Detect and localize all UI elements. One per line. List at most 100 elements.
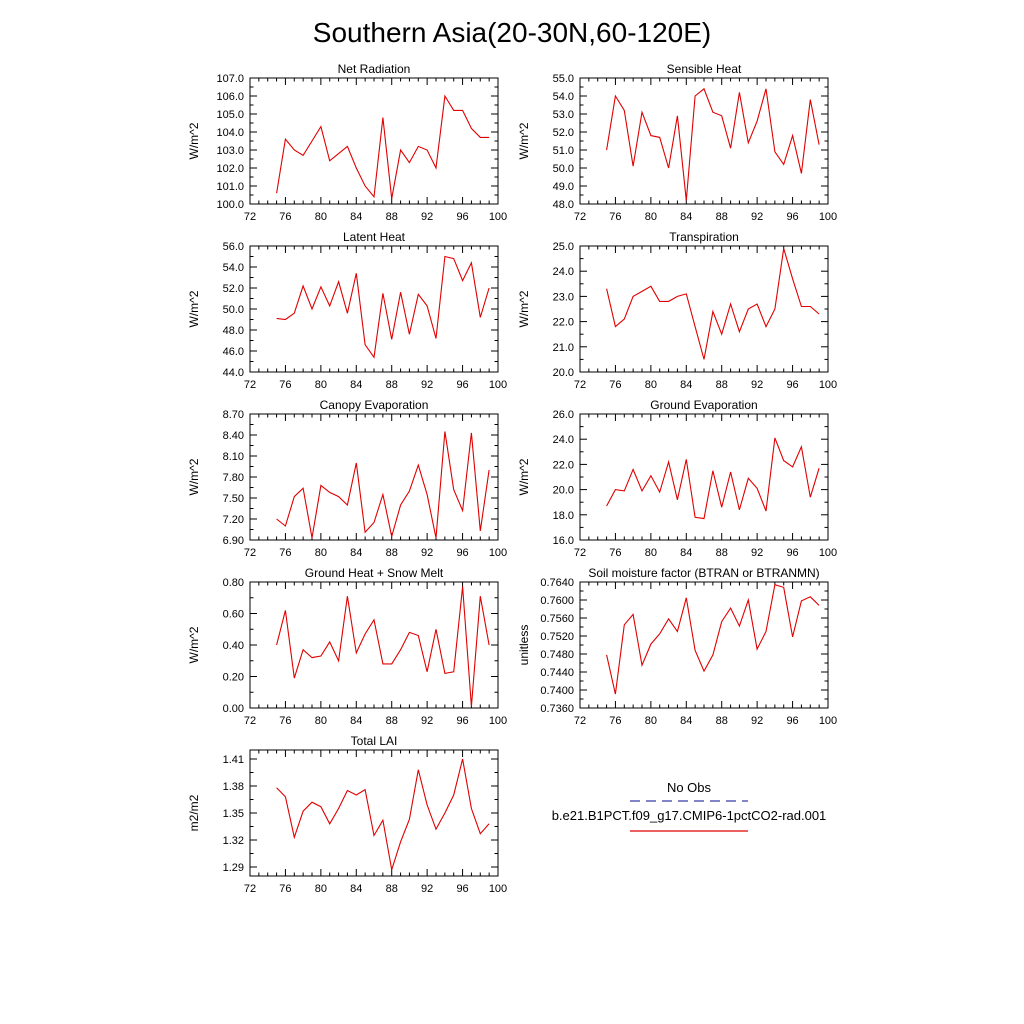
ground-evaporation-ytick-label: 24.0 <box>553 434 574 446</box>
canopy-evaporation-xtick-label: 96 <box>456 547 468 559</box>
canopy-evaporation-xtick-label: 92 <box>421 547 433 559</box>
ground-heat-snow-melt-xtick-label: 72 <box>244 715 256 727</box>
panels: Net Radiation W/m^2 72 76 80 84 88 92 96 100 100.0… <box>187 62 837 895</box>
ground-evaporation-xtick-label: 80 <box>645 547 657 559</box>
ground-heat-snow-melt-xtick-label: 84 <box>350 715 362 727</box>
net-radiation-xtick-label: 100 <box>489 211 507 223</box>
transpiration-xtick-label: 76 <box>609 379 621 391</box>
transpiration-xtick-label: 100 <box>819 379 837 391</box>
net-radiation-ytick-label: 106.0 <box>216 91 244 103</box>
total-lai-xtick-label: 100 <box>489 883 507 895</box>
total-lai-title: Total LAI <box>351 734 398 748</box>
canopy-evaporation-ytick-label: 7.20 <box>223 514 244 526</box>
panel-total-lai: Total LAI m2/m2 72 76 80 84 88 92 96 100 1.29 1.32 1… <box>187 734 507 895</box>
latent-heat-ytick-label: 50.0 <box>223 304 244 316</box>
transpiration-ytick-label: 21.0 <box>553 342 574 354</box>
panel-canopy-evaporation: Canopy Evaporation W/m^2 72 76 80 84 88 92 96 100… <box>187 398 507 559</box>
transpiration-xtick-label: 80 <box>645 379 657 391</box>
canopy-evaporation-xtick-label: 88 <box>386 547 398 559</box>
latent-heat-title: Latent Heat <box>343 230 406 244</box>
sensible-heat-xtick-label: 76 <box>609 211 621 223</box>
transpiration-series-line <box>606 248 820 360</box>
transpiration-ytick-label: 23.0 <box>553 291 574 303</box>
transpiration-ylabel: W/m^2 <box>517 290 531 327</box>
total-lai-xtick-label: 88 <box>386 883 398 895</box>
latent-heat-ytick-label: 46.0 <box>223 346 244 358</box>
net-radiation-xtick-label: 76 <box>279 211 291 223</box>
sensible-heat-title: Sensible Heat <box>667 62 742 76</box>
ground-evaporation-frame <box>579 413 829 541</box>
sensible-heat-ytick-label: 52.0 <box>553 127 574 139</box>
net-radiation-ylabel: W/m^2 <box>187 122 201 159</box>
soil-moisture-factor-btran-or-btranmn-xtick-label: 76 <box>609 715 621 727</box>
ground-heat-snow-melt-ytick-label: 0.80 <box>223 577 244 589</box>
transpiration-xtick-label: 84 <box>680 379 692 391</box>
transpiration-ytick-label: 22.0 <box>553 317 574 329</box>
sensible-heat-xtick-label: 88 <box>716 211 728 223</box>
net-radiation-series-line <box>276 94 490 199</box>
ground-evaporation-ytick-label: 20.0 <box>553 485 574 497</box>
sensible-heat-ytick-label: 48.0 <box>553 199 574 211</box>
total-lai-series-line <box>276 758 490 870</box>
latent-heat-series-line <box>276 255 490 359</box>
transpiration-ytick-label: 24.0 <box>553 266 574 278</box>
legend: No Obs b.e21.B1PCT.f09_g17.CMIP6-1pctCO2… <box>552 780 827 832</box>
total-lai-xtick-label: 80 <box>315 883 327 895</box>
latent-heat-xtick-label: 92 <box>421 379 433 391</box>
latent-heat-ylabel: W/m^2 <box>187 290 201 327</box>
ground-evaporation-xtick-label: 84 <box>680 547 692 559</box>
soil-moisture-factor-btran-or-btranmn-ytick-label: 0.7600 <box>540 595 574 607</box>
ground-evaporation-ytick-label: 22.0 <box>553 459 574 471</box>
panel-soil-moisture-factor-btran-or-btranmn: Soil moisture factor (BTRAN or BTRANMN) u… <box>517 566 837 727</box>
total-lai-ytick-label: 1.32 <box>223 835 244 847</box>
soil-moisture-factor-btran-or-btranmn-frame <box>579 581 829 709</box>
latent-heat-ytick-label: 54.0 <box>223 262 244 274</box>
latent-heat-xtick-label: 84 <box>350 379 362 391</box>
ground-heat-snow-melt-xtick-label: 80 <box>315 715 327 727</box>
sensible-heat-ytick-label: 54.0 <box>553 91 574 103</box>
ground-evaporation-xtick-label: 72 <box>574 547 586 559</box>
latent-heat-ytick-label: 44.0 <box>223 367 244 379</box>
total-lai-frame <box>249 749 499 877</box>
sensible-heat-ylabel: W/m^2 <box>517 122 531 159</box>
sensible-heat-xtick-label: 72 <box>574 211 586 223</box>
soil-moisture-factor-btran-or-btranmn-ytick-label: 0.7520 <box>540 631 574 643</box>
latent-heat-frame <box>249 245 499 373</box>
ground-heat-snow-melt-ytick-label: 0.40 <box>223 640 244 652</box>
total-lai-xtick-label: 76 <box>279 883 291 895</box>
ground-heat-snow-melt-series-line <box>276 586 490 707</box>
total-lai-ytick-label: 1.41 <box>223 754 244 766</box>
soil-moisture-factor-btran-or-btranmn-ytick-label: 0.7480 <box>540 649 574 661</box>
latent-heat-ytick-label: 52.0 <box>223 283 244 295</box>
total-lai-xtick-label: 84 <box>350 883 362 895</box>
net-radiation-ytick-label: 104.0 <box>216 127 244 139</box>
net-radiation-ytick-label: 103.0 <box>216 145 244 157</box>
ground-evaporation-xtick-label: 96 <box>786 547 798 559</box>
sensible-heat-ytick-label: 51.0 <box>553 145 574 157</box>
transpiration-ytick-label: 20.0 <box>553 367 574 379</box>
soil-moisture-factor-btran-or-btranmn-ytick-label: 0.7640 <box>540 577 574 589</box>
ground-evaporation-xtick-label: 100 <box>819 547 837 559</box>
sensible-heat-ytick-label: 49.0 <box>553 181 574 193</box>
total-lai-xtick-label: 92 <box>421 883 433 895</box>
ground-heat-snow-melt-ytick-label: 0.00 <box>223 703 244 715</box>
ground-evaporation-ytick-label: 16.0 <box>553 535 574 547</box>
soil-moisture-factor-btran-or-btranmn-series-line <box>606 583 820 695</box>
canopy-evaporation-xtick-label: 76 <box>279 547 291 559</box>
canopy-evaporation-ytick-label: 8.70 <box>223 409 244 421</box>
ground-evaporation-xtick-label: 88 <box>716 547 728 559</box>
legend-model-label: b.e21.B1PCT.f09_g17.CMIP6-1pctCO2-rad.00… <box>552 808 827 823</box>
net-radiation-ytick-label: 105.0 <box>216 109 244 121</box>
transpiration-frame <box>579 245 829 373</box>
ground-heat-snow-melt-xtick-label: 96 <box>456 715 468 727</box>
ground-evaporation-ytick-label: 18.0 <box>553 510 574 522</box>
sensible-heat-xtick-label: 84 <box>680 211 692 223</box>
canopy-evaporation-title: Canopy Evaporation <box>320 398 429 412</box>
soil-moisture-factor-btran-or-btranmn-ytick-label: 0.7360 <box>540 703 574 715</box>
ground-heat-snow-melt-ylabel: W/m^2 <box>187 626 201 663</box>
ground-evaporation-xtick-label: 76 <box>609 547 621 559</box>
canopy-evaporation-xtick-label: 100 <box>489 547 507 559</box>
ground-evaporation-title: Ground Evaporation <box>650 398 757 412</box>
sensible-heat-series-line <box>606 87 820 201</box>
